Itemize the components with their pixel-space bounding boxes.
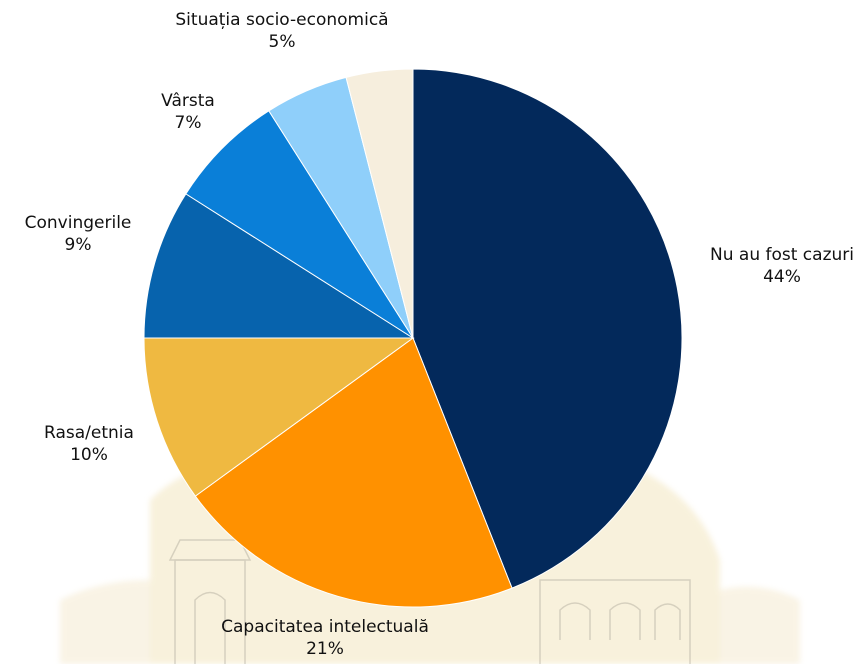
slice-label-name-2: Capacitatea intelectuală xyxy=(221,617,429,637)
slice-label-name-6: Situația socio-economică xyxy=(175,10,388,30)
slice-label-value-3: 10% xyxy=(70,445,108,465)
slice-label-value-4: 9% xyxy=(65,235,92,255)
slice-label-value-1: 44% xyxy=(763,267,801,287)
slice-label-value-5: 7% xyxy=(175,113,202,133)
slice-label-name-5: Vârsta xyxy=(161,91,215,111)
slice-label-value-2: 21% xyxy=(306,639,344,659)
pie-slices xyxy=(143,68,683,608)
pie-slice-1 xyxy=(412,68,683,589)
pie-slice-4 xyxy=(143,193,415,339)
slice-label-name-1: Nu au fost cazuri xyxy=(710,245,854,265)
pie-slice-2 xyxy=(194,337,513,608)
slice-label-name-4: Convingerile xyxy=(25,213,132,233)
pie-slice-5 xyxy=(185,110,414,339)
slice-label-value-6: 5% xyxy=(269,32,296,52)
slice-label-name-3: Rasa/etnia xyxy=(44,423,134,443)
pie-slice-7 xyxy=(345,68,414,339)
pie-slice-3 xyxy=(143,337,415,497)
